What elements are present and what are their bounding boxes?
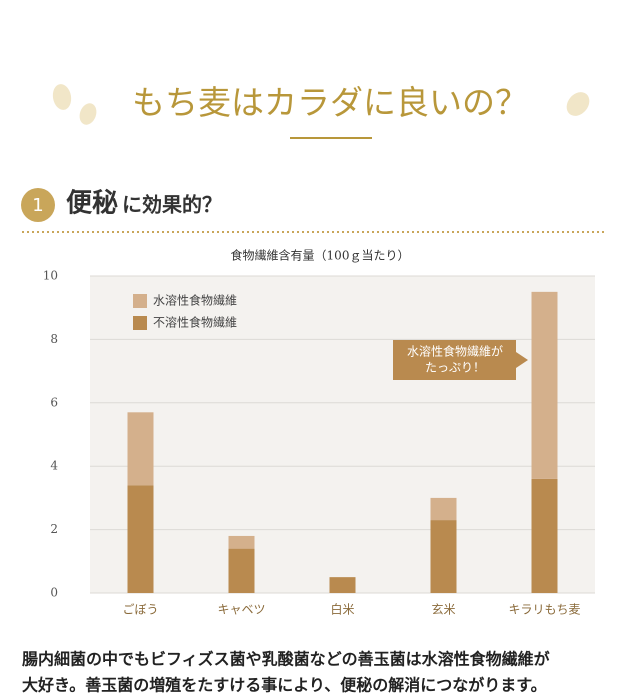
legend-label: 水溶性食物繊維 <box>153 293 237 308</box>
y-tick-label: 6 <box>50 395 58 409</box>
section-badge <box>21 188 55 222</box>
x-tick-label: 白米 <box>330 602 354 617</box>
bar-segment <box>228 535 255 549</box>
y-tick-label: 10 <box>43 269 58 283</box>
annotation-box <box>393 340 528 380</box>
annotation-text: たっぷり！ <box>425 361 485 375</box>
bar-segment <box>531 478 558 593</box>
y-tick-label: 0 <box>50 586 58 600</box>
section-number: 1 <box>32 195 43 216</box>
grain-icon <box>566 92 590 116</box>
grain-icon <box>79 103 97 125</box>
bar-segment <box>228 548 255 593</box>
bar-segment <box>329 577 356 593</box>
x-tick-label: 玄米 <box>431 602 455 617</box>
x-tick-label: キラリもち麦 <box>508 603 580 617</box>
bar-segment <box>531 291 558 479</box>
y-tick-label: 8 <box>50 332 58 346</box>
body-text: 腸内細菌の中でもビフィズス菌や乳酸菌などの善玉菌は水溶性食物繊維が <box>22 650 550 669</box>
page-title: もち麦はカラダに良いの？ <box>132 83 528 122</box>
bar-segment <box>430 497 457 521</box>
x-tick-label: キャベツ <box>217 603 265 617</box>
y-tick-label: 2 <box>50 522 58 536</box>
x-tick-label: ごぼう <box>122 602 158 617</box>
bar-segment <box>430 520 457 593</box>
y-tick-label: 4 <box>50 459 58 473</box>
legend-swatch <box>133 316 147 330</box>
body-text: 大好き。善玉菌の増殖をたすける事により、便秘の解消につながります。 <box>22 676 547 693</box>
section-keyword: 便秘 <box>66 188 118 219</box>
annotation-text: 水溶性食物繊維が <box>407 344 503 359</box>
legend-swatch <box>133 294 147 308</box>
legend-label: 不溶性食物繊維 <box>153 315 237 330</box>
plot-area <box>90 276 595 593</box>
chart-title: 食物繊維含有量（100ｇ当たり） <box>231 248 410 263</box>
section-heading: に効果的？ <box>122 193 222 217</box>
bar-segment <box>127 412 154 486</box>
bar-segment <box>127 485 154 593</box>
grain-icon <box>52 84 72 110</box>
